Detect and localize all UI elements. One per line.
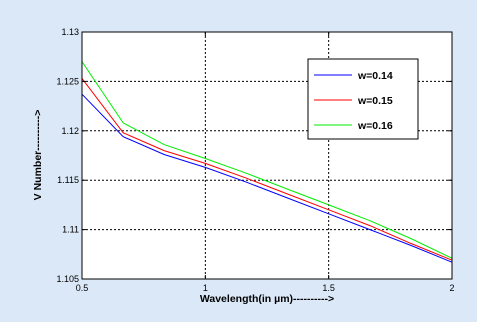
- legend-items: w=0.14 w=0.15 w=0.16: [314, 70, 393, 132]
- legend: w=0.14 w=0.15 w=0.16: [307, 58, 419, 140]
- y-tick-label: 1.105: [56, 274, 79, 284]
- legend-label: w=0.14: [357, 70, 393, 82]
- y-tick-label: 1.12: [61, 126, 79, 136]
- y-tick-label: 1.115: [57, 175, 79, 185]
- x-tick-label: 0.5: [76, 283, 89, 293]
- series-line-w-0-14: [81, 93, 453, 263]
- legend-label: w=0.15: [357, 95, 393, 107]
- x-tick-label: 2: [449, 283, 454, 293]
- x-tick-label: 1: [203, 283, 208, 293]
- y-axis-label: V Number---------->: [32, 110, 44, 201]
- plot-frame: [81, 31, 453, 280]
- y-tick-label: 1.13: [61, 27, 79, 37]
- y-tick-label: 1.11: [62, 225, 79, 235]
- series-lines: [81, 61, 453, 263]
- legend-label: w=0.16: [357, 120, 393, 132]
- series-line-w-0-15: [81, 78, 453, 261]
- x-axis-label: Wavelength(in µm)---------->: [200, 293, 334, 305]
- series-line-w-0-16: [81, 61, 453, 259]
- x-tick-label: 1.5: [322, 283, 335, 293]
- axis-ticks: 0.5 1 1.5 2 1.105 1.11 1.115 1.12 1.125 1.13: [56, 27, 454, 293]
- legend-box: [307, 58, 419, 140]
- y-tick-label: 1.125: [56, 76, 79, 86]
